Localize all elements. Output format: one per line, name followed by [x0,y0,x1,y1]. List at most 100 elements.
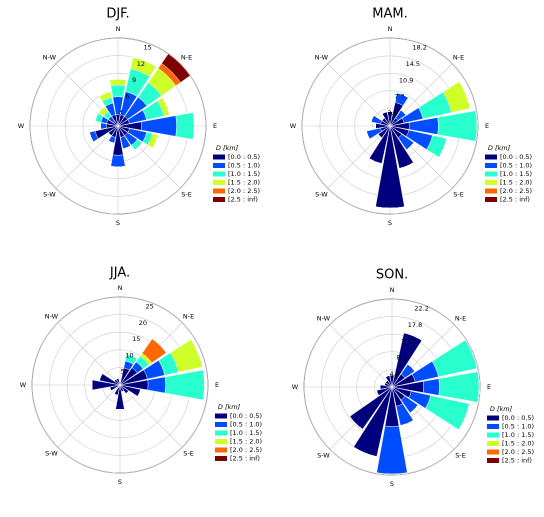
direction-label: E [213,122,217,130]
r-tick-label: 22.2 [414,305,428,313]
wedge-segment [377,134,382,139]
direction-label: N-W [317,314,331,322]
direction-label: S [388,219,392,227]
wedge-segment [108,132,112,136]
wedge-segment [121,390,124,393]
direction-label: S [390,480,394,488]
r-tick-label: 12 [137,60,145,68]
legend-title: D [km] [216,144,239,152]
wedge-segment [192,112,195,140]
wedge-segment [98,91,111,97]
wedge-segment [382,111,387,114]
legend-label: [0.5 : 1.0) [230,421,262,429]
direction-label: N-E [183,312,194,320]
wedge-segment [114,393,118,396]
r-tick-label: 3 [119,109,123,117]
legend-swatch [487,432,499,438]
direction-label: S-W [43,191,56,199]
direction-label: S-W [317,452,330,460]
legend-label: [1.0 : 1.5) [230,429,262,437]
direction-label: W [20,381,27,389]
rose-panel: MAM. 3.6 7.3 10.9 14.5 18.2 N N-E E S-E S S-W W N-W D … [290,7,532,228]
legend-swatch [213,163,225,168]
wedge-segment [100,122,107,130]
chart-title: JJA. [109,266,130,281]
wedge-segment [109,78,127,86]
wedge-segment [385,375,390,378]
direction-label: N [390,286,395,294]
grid-ring [303,298,481,476]
r-tick-label: 5 [121,368,125,376]
direction-label: E [487,383,491,391]
legend-swatch [213,180,225,185]
wedge-segment [459,81,471,109]
legend-label: [1.5 : 2.0) [502,440,534,448]
legend-title: D [km] [218,403,241,411]
r-tick-label: 18.2 [412,44,426,52]
legend-swatch [485,163,497,168]
legend-swatch [487,441,499,446]
legend-swatch [487,415,499,421]
r-tick-label: 14.5 [406,60,420,68]
legend-label: [1.5 : 2.0) [500,179,532,187]
direction-label: S [118,478,122,486]
chart-title: MAM. [372,7,407,22]
legend-swatch [487,449,499,455]
legend-swatch [213,171,225,177]
wedge-segment [98,106,105,113]
legend-label: [2.5 : inf) [230,455,260,463]
wedge-segment [422,378,440,396]
legend-label: [0.5 : 1.0) [228,162,260,170]
chart-title: SON. [376,268,408,283]
wedge-segment [147,376,166,394]
spoke [327,63,391,127]
legend-swatch [487,424,499,429]
r-tick-label: 10 [125,351,133,359]
wedge-segment [407,364,415,372]
direction-label: S-W [315,191,328,199]
legend-swatch [213,197,225,202]
r-tick-label: 6 [125,92,129,100]
wedge-segment [190,339,203,367]
direction-label: N-W [43,53,57,61]
legend-swatch [215,413,227,419]
wedge-segment [399,162,414,169]
wedge-segment [376,390,379,396]
legend-swatch [215,430,227,436]
legend-label: [0.0 : 0.5) [230,412,262,420]
wedge-segment [133,57,157,67]
legend-label: [0.5 : 1.0) [502,423,534,431]
r-tick-label: 15 [144,44,152,52]
spoke [57,322,121,386]
r-tick-label: 17.8 [408,321,422,329]
direction-label: E [215,381,219,389]
wedge-segment [400,109,407,116]
r-tick-label: 20 [139,319,147,327]
legend-label: [0.5 : 1.0) [500,162,532,170]
legend-label: [2.0 : 2.5) [502,448,534,456]
legend-swatch [485,154,497,160]
direction-label: S-W [45,450,58,458]
wedge-segment [110,84,126,98]
legend-swatch [485,180,497,185]
legend-swatch [215,456,227,461]
wedge-segment [353,446,377,457]
wedge-segment [125,390,129,394]
legend-label: [2.0 : 2.5) [500,187,532,195]
legend-label: [2.0 : 2.5) [230,446,262,454]
direction-label: N-W [315,53,329,61]
grid-ring [31,296,209,474]
direction-label: N [118,284,123,292]
legend-label: [0.0 : 0.5) [228,153,260,161]
wedge-segment [110,166,126,168]
direction-label: W [18,122,25,130]
spoke [55,125,119,189]
r-tick-label: 25 [146,303,154,311]
direction-label: N [388,25,393,33]
legend-title: D [km] [490,405,513,413]
legend-swatch [485,171,497,177]
legend-label: [2.5 : inf) [500,196,530,204]
spoke [57,384,121,448]
direction-label: N-E [181,53,192,61]
